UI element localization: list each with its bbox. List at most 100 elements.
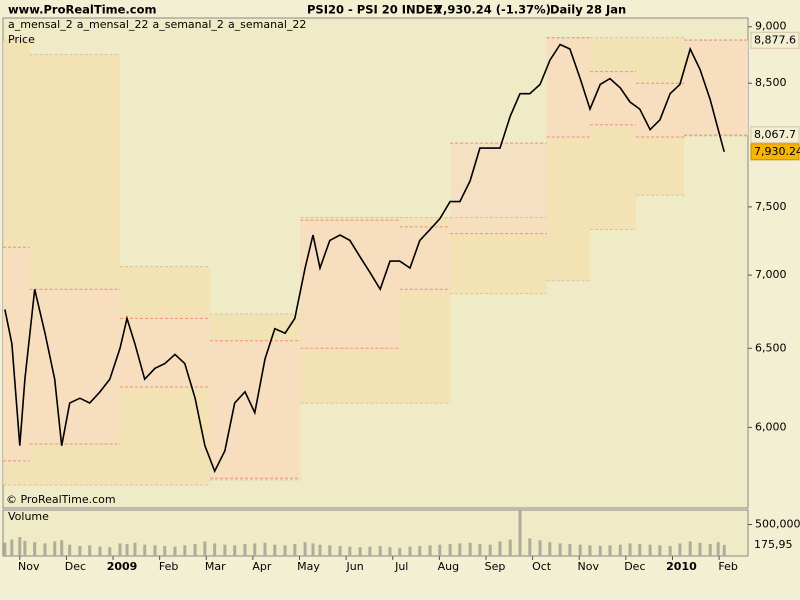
volume-bar (708, 544, 712, 556)
x-tick-label: Nov (18, 560, 40, 573)
volume-bar (538, 540, 542, 556)
legend-entry: a_semanal_22 (228, 18, 306, 31)
x-tick-label: Dec (65, 560, 86, 573)
volume-bar (608, 545, 612, 556)
x-tick-label: Feb (159, 560, 178, 573)
volume-bar (568, 544, 572, 556)
volume-bar (328, 545, 332, 556)
volume-bar (498, 541, 502, 556)
volume-bar (263, 542, 267, 556)
band-segment (29, 289, 121, 445)
legend-entry: a_mensal_22 (77, 18, 149, 31)
last-value-box (750, 31, 800, 49)
volume-bar (193, 544, 197, 556)
y-tick-label: 7,500 (755, 200, 787, 213)
volume-bar (358, 547, 362, 556)
x-tick-label: 2010 (666, 560, 697, 573)
volume-bar (18, 537, 22, 556)
volume-bar (163, 545, 167, 556)
panel-label: Price (8, 33, 35, 46)
x-tick-label: Sep (485, 560, 506, 573)
band-segment (3, 247, 30, 461)
volume-bar (283, 545, 287, 556)
last-value-label: 8,067.7 (754, 128, 796, 141)
volume-bar (448, 544, 452, 556)
volume-bar (478, 544, 482, 556)
legend-entry: a_mensal_2 (8, 18, 73, 31)
volume-bar (368, 546, 372, 556)
volume-bar (698, 542, 702, 556)
x-tick-label: Apr (252, 560, 272, 573)
volume-bar (468, 542, 472, 556)
volume-bar (378, 545, 382, 556)
volume-bar (133, 542, 137, 556)
x-tick-label: Nov (577, 560, 599, 573)
date: 28 Jan (586, 3, 626, 17)
band-segment (399, 226, 451, 290)
x-tick-label: Oct (532, 560, 552, 573)
band-segment (636, 83, 685, 137)
volume-bar (658, 545, 662, 556)
last-value-label: 7,930.24 (754, 145, 800, 158)
volume-bar (173, 546, 177, 556)
volume-panel (2, 509, 749, 557)
volume-bar (60, 540, 64, 556)
volume-bar (253, 543, 257, 556)
annotation: © ProRealTime.com (6, 493, 116, 506)
volume-bar (3, 542, 7, 556)
x-tick-label: Jul (394, 560, 408, 573)
volume-bar (43, 543, 47, 556)
volume-bar (33, 542, 37, 556)
volume-bar (243, 544, 247, 556)
last-value-box (750, 126, 800, 144)
volume-bar (716, 542, 720, 556)
volume-bar (428, 545, 432, 556)
volume-bar (668, 545, 672, 556)
band-segment (450, 143, 547, 234)
x-tick-label: Feb (718, 560, 737, 573)
volume-bar (10, 539, 14, 556)
volume-bar (293, 544, 297, 556)
band-segment (120, 318, 210, 388)
y-tick-label: 6,000 (755, 420, 787, 433)
volume-bar (628, 543, 632, 556)
x-tick-label: Dec (624, 560, 645, 573)
volume-bar (548, 542, 552, 556)
volume-bar (528, 538, 532, 556)
band-segment (589, 37, 637, 230)
x-tick-label: May (297, 560, 320, 573)
y-tick-label: 6,500 (755, 341, 787, 354)
price-line (4, 43, 725, 474)
band-segment (300, 220, 400, 349)
volume-bar (388, 547, 392, 556)
volume-bar (303, 542, 307, 556)
y-tick-label: 7,000 (755, 268, 787, 281)
volume-bar (233, 545, 237, 556)
volume-bar (438, 544, 442, 556)
volume-bar (678, 543, 682, 556)
volume-bar (518, 510, 522, 556)
volume-bar (348, 546, 352, 556)
y-tick-label: 500,000 (755, 517, 800, 530)
site: www.ProRealTime.com (8, 3, 157, 17)
volume-bar (183, 545, 187, 556)
x-tick-label: Jun (346, 560, 364, 573)
volume-bar (338, 545, 342, 556)
volume-bar (23, 540, 27, 556)
last-value-label: 175,95 (754, 538, 793, 551)
volume-bar (273, 544, 277, 556)
volume-bar (488, 544, 492, 556)
volume-bar (311, 543, 315, 556)
volume-bar (53, 541, 57, 556)
x-tick-label: Aug (438, 560, 459, 573)
volume-bar (578, 544, 582, 556)
volume-bar (408, 546, 412, 556)
volume-bar (98, 546, 102, 556)
volume-bar (688, 541, 692, 556)
volume-bar (398, 547, 402, 556)
y-tick-label: 8,500 (755, 76, 787, 89)
volume-bar (125, 544, 129, 556)
legend-entry: a_semanal_2 (152, 18, 223, 31)
volume-bar (638, 544, 642, 556)
